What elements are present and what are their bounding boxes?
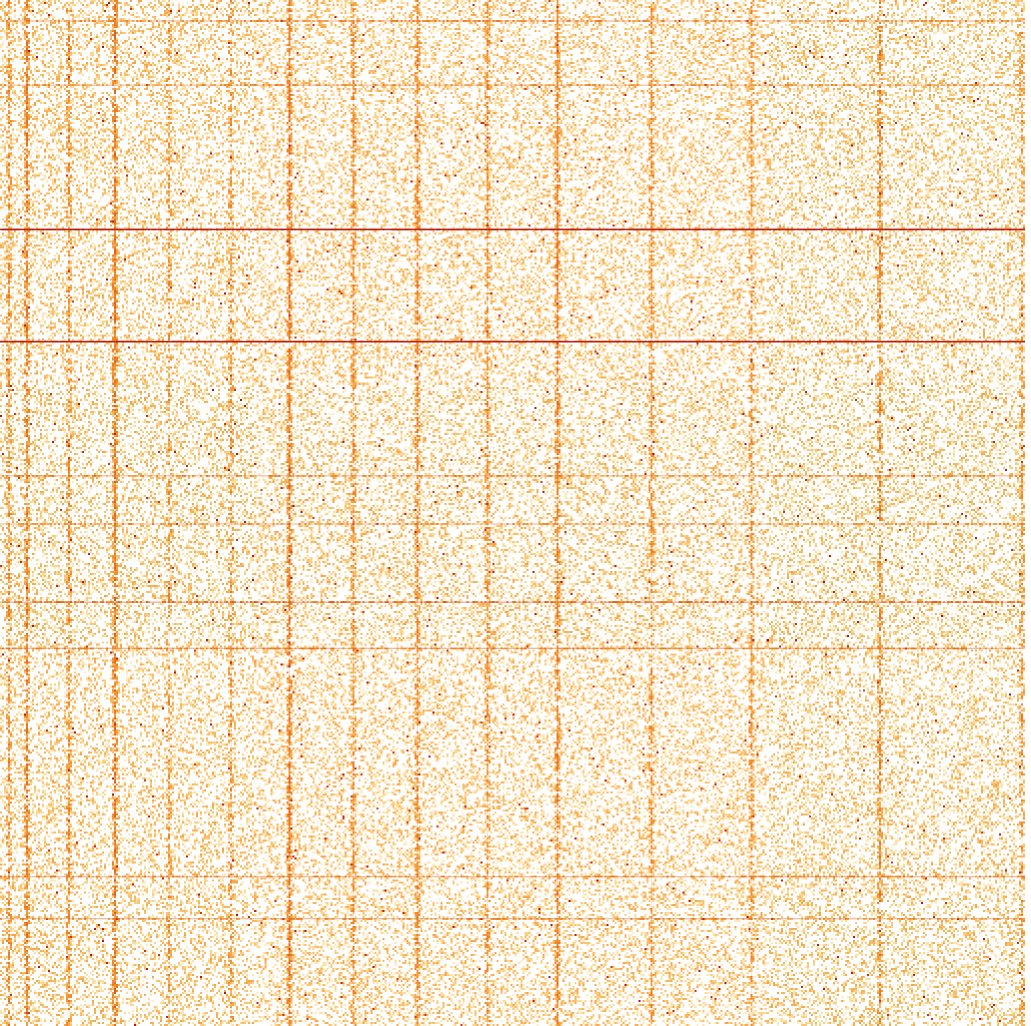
heatmap-chart: [0, 0, 1025, 1026]
heatmap-noise-layer: [0, 0, 1025, 1026]
